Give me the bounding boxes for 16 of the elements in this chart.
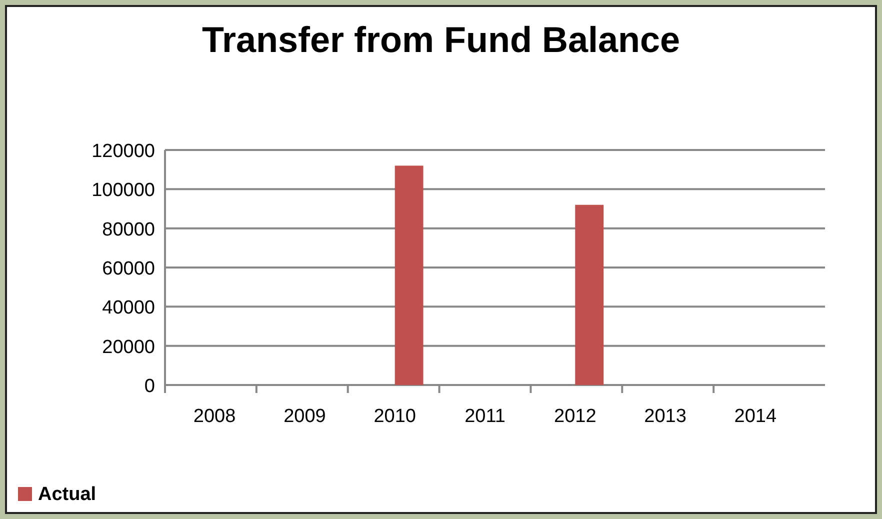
x-tick-label: 2009 [284, 406, 326, 427]
y-tick-label: 80000 [102, 219, 155, 240]
x-tick-label: 2011 [464, 406, 506, 427]
legend-label: Actual [38, 484, 96, 505]
y-tick-label: 20000 [102, 336, 155, 358]
x-tick-label: 2014 [734, 406, 777, 427]
x-tick-label: 2010 [374, 406, 416, 427]
y-tick-label: 120000 [92, 141, 155, 162]
y-tick-label: 100000 [92, 180, 155, 202]
y-tick-label: 60000 [102, 258, 155, 280]
y-tick-label: 0 [144, 376, 155, 397]
chart-title: Transfer from Fund Balance [202, 19, 680, 60]
x-tick-label: 2012 [554, 406, 596, 427]
x-tick-label: 2013 [644, 406, 686, 427]
x-tick-label: 2008 [193, 406, 236, 427]
y-tick-label: 40000 [102, 298, 155, 319]
